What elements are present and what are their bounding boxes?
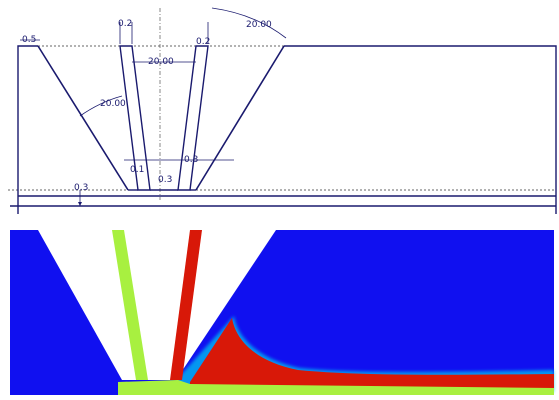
dim-label-left-top-offset: 0.5 (22, 35, 36, 45)
liquid-pool (118, 380, 554, 395)
simulation-panel (10, 230, 554, 395)
dim-label-left-angle: 20.00 (100, 99, 126, 109)
dim-label-slit-spacing: 20.00 (148, 57, 174, 67)
melt-wedge (190, 318, 554, 388)
dim-label-center-gap: 0.3 (158, 175, 172, 185)
dim-label-base-height: 0.3 (74, 183, 88, 193)
dim-label-right-angle: 20.00 (246, 20, 272, 30)
left-cavity-wall (37, 45, 129, 191)
dim-left-angle-arc (79, 95, 123, 117)
cavity-opening (38, 230, 276, 380)
dim-label-slit-width-top: 0.2 (118, 19, 132, 29)
left-wall-outline (17, 45, 38, 196)
melt-region (176, 316, 554, 392)
right-slit (177, 45, 209, 191)
liquid-stream-slit (112, 230, 148, 380)
right-cavity-wall (195, 45, 285, 191)
dim-right-angle-arc (211, 7, 287, 39)
dim-label-right-slit-bottom: 0.3 (184, 155, 198, 165)
cad-sketch: 0.5 0.2 20.00 0.2 20.00 20.00 0.1 0.3 0.… (8, 7, 557, 214)
melt-jet-slit (170, 230, 202, 380)
dim-base-arrow (78, 202, 82, 206)
dim-label-right-slit-width: 0.2 (196, 37, 210, 47)
right-wall-outline (284, 45, 557, 196)
dim-label-left-slit-bottom: 0.1 (130, 165, 144, 175)
